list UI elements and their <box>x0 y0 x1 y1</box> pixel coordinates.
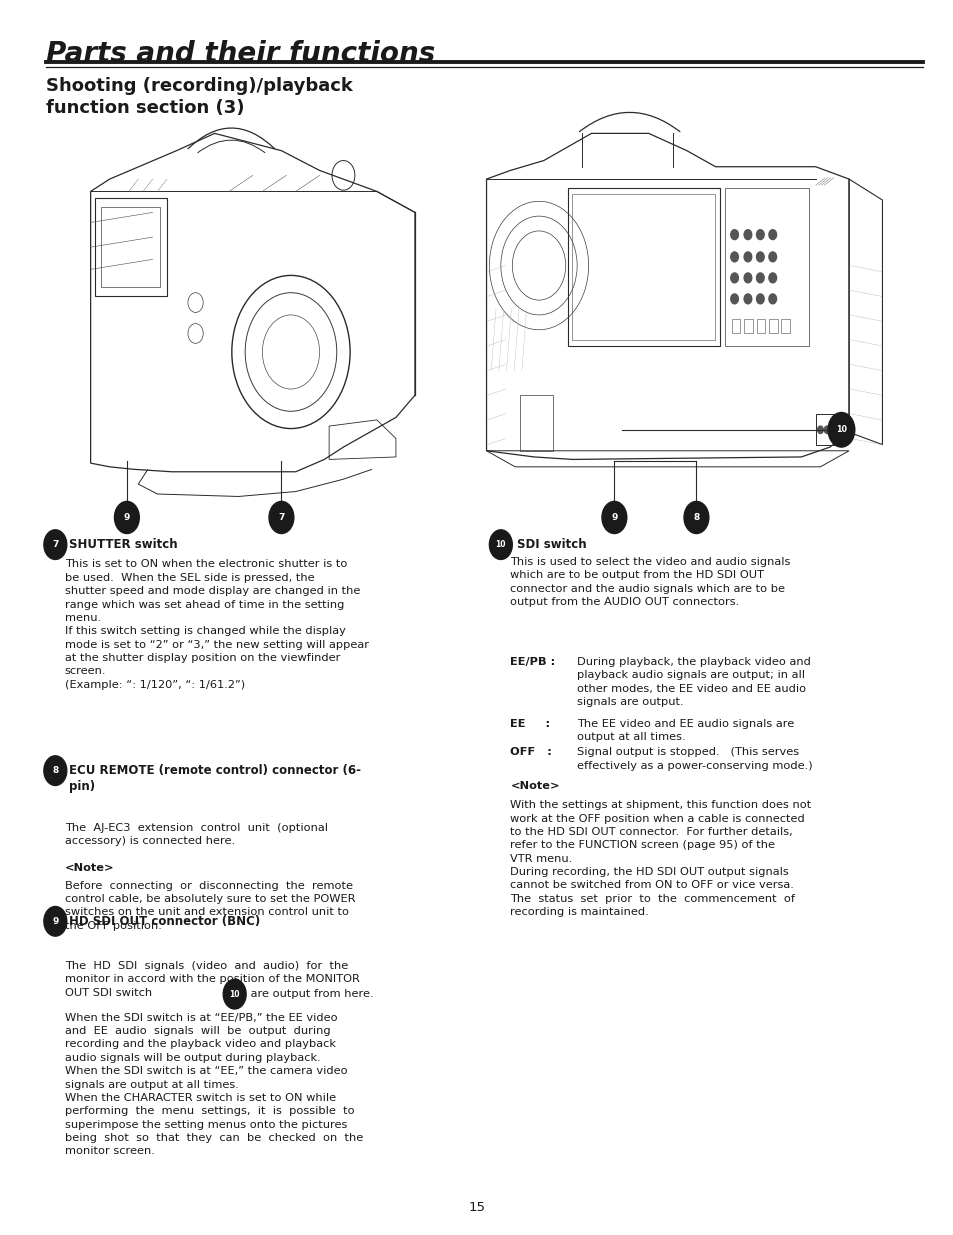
Circle shape <box>683 501 708 534</box>
Circle shape <box>489 530 512 559</box>
Text: 8: 8 <box>52 766 58 776</box>
Text: OFF   :: OFF : <box>510 747 552 757</box>
Circle shape <box>601 501 626 534</box>
Bar <box>756 319 764 333</box>
Circle shape <box>817 426 822 433</box>
Circle shape <box>44 906 67 936</box>
Text: This is set to ON when the electronic shutter is to
be used.  When the SEL side : This is set to ON when the electronic sh… <box>65 559 369 689</box>
Circle shape <box>730 252 738 262</box>
FancyArrowPatch shape <box>578 112 679 132</box>
Text: Parts and their functions: Parts and their functions <box>46 40 435 68</box>
Circle shape <box>223 979 246 1009</box>
Text: During playback, the playback video and
playback audio signals are output; in al: During playback, the playback video and … <box>577 657 810 708</box>
Bar <box>731 319 740 333</box>
Text: ECU REMOTE (remote control) connector (6-
pin): ECU REMOTE (remote control) connector (6… <box>69 764 360 793</box>
Text: SHUTTER switch: SHUTTER switch <box>69 538 177 552</box>
FancyArrowPatch shape <box>188 128 274 148</box>
Text: Signal output is stopped.   (This serves
effectively as a power-conserving mode.: Signal output is stopped. (This serves e… <box>577 747 812 771</box>
Text: The  AJ-EC3  extension  control  unit  (optional
accessory) is connected here.: The AJ-EC3 extension control unit (optio… <box>65 823 328 846</box>
Circle shape <box>756 230 763 240</box>
Text: are output from here.: are output from here. <box>247 989 374 999</box>
Circle shape <box>756 252 763 262</box>
Text: 10: 10 <box>835 425 846 435</box>
Text: Before  connecting  or  disconnecting  the  remote
control cable, be absolutely : Before connecting or disconnecting the r… <box>65 881 355 931</box>
Text: SDI switch: SDI switch <box>517 538 586 552</box>
Text: <Note>: <Note> <box>510 781 559 790</box>
Text: Shooting (recording)/playback
function section (3): Shooting (recording)/playback function s… <box>46 77 353 117</box>
Text: 9: 9 <box>52 916 58 926</box>
Circle shape <box>743 230 751 240</box>
Circle shape <box>743 273 751 283</box>
Text: 9: 9 <box>124 513 130 522</box>
Circle shape <box>114 501 139 534</box>
Circle shape <box>730 230 738 240</box>
Text: 15: 15 <box>468 1202 485 1214</box>
Circle shape <box>44 756 67 785</box>
Circle shape <box>743 294 751 304</box>
Circle shape <box>756 294 763 304</box>
Circle shape <box>768 294 776 304</box>
Text: The EE video and EE audio signals are
output at all times.: The EE video and EE audio signals are ou… <box>577 719 794 742</box>
Circle shape <box>830 426 836 433</box>
Circle shape <box>827 412 854 447</box>
Circle shape <box>730 294 738 304</box>
Circle shape <box>768 273 776 283</box>
Circle shape <box>730 273 738 283</box>
Circle shape <box>743 252 751 262</box>
Text: 10: 10 <box>495 540 506 550</box>
Text: 7: 7 <box>278 513 284 522</box>
Text: The  HD  SDI  signals  (video  and  audio)  for  the
monitor in accord with the : The HD SDI signals (video and audio) for… <box>65 961 359 998</box>
Circle shape <box>768 230 776 240</box>
Bar <box>781 319 789 333</box>
Bar <box>815 414 843 445</box>
Text: 9: 9 <box>611 513 617 522</box>
Text: EE/PB :: EE/PB : <box>510 657 555 667</box>
Bar <box>768 319 777 333</box>
Circle shape <box>44 530 67 559</box>
Text: 7: 7 <box>52 540 58 550</box>
Text: EE     :: EE : <box>510 719 550 729</box>
Text: 8: 8 <box>693 513 699 522</box>
Circle shape <box>269 501 294 534</box>
FancyArrowPatch shape <box>197 140 265 153</box>
Text: 10: 10 <box>229 989 240 999</box>
Circle shape <box>823 426 829 433</box>
Text: When the SDI switch is at “EE/PB,” the EE video
and  EE  audio  signals  will  b: When the SDI switch is at “EE/PB,” the E… <box>65 1013 363 1156</box>
Text: With the settings at shipment, this function does not
work at the OFF position w: With the settings at shipment, this func… <box>510 800 811 918</box>
Circle shape <box>768 252 776 262</box>
Text: HD SDI OUT connector (BNC): HD SDI OUT connector (BNC) <box>69 915 259 929</box>
Text: This is used to select the video and audio signals
which are to be output from t: This is used to select the video and aud… <box>510 557 790 608</box>
Text: <Note>: <Note> <box>65 863 114 873</box>
Circle shape <box>756 273 763 283</box>
Bar <box>743 319 752 333</box>
